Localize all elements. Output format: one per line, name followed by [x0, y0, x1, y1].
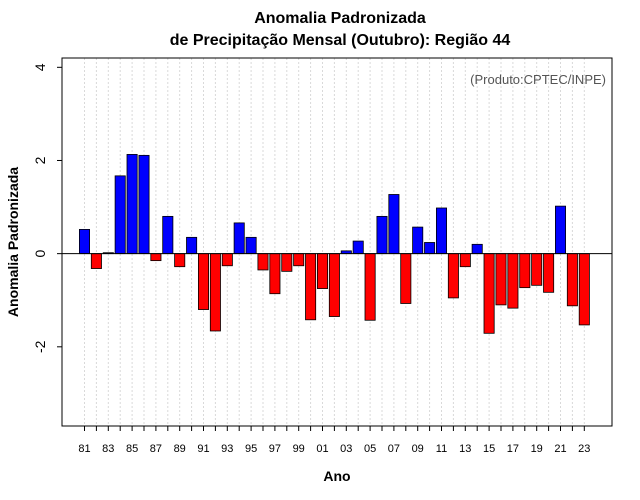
- x-tick-label: 07: [388, 443, 400, 455]
- bar-2020: [543, 253, 555, 293]
- bar-1999: [293, 253, 305, 267]
- bar-2014: [471, 243, 483, 255]
- x-tick-label: 85: [126, 443, 138, 455]
- bar-1988: [162, 215, 174, 255]
- bar-1989: [174, 253, 186, 268]
- x-tick-label: 91: [197, 443, 209, 455]
- bar-2023: [578, 253, 590, 326]
- y-axis: -2 0 2 4: [32, 63, 62, 353]
- bar-2008: [400, 253, 412, 304]
- x-tick-label: 09: [412, 443, 424, 455]
- bar-2006: [376, 215, 388, 255]
- credit-text: (Produto:CPTEC/INPE): [470, 72, 606, 87]
- bar-2013: [459, 253, 471, 268]
- bar-2009: [412, 226, 424, 255]
- bar-2004: [352, 240, 364, 255]
- bar-1997: [269, 253, 281, 295]
- bar-1994: [233, 222, 245, 255]
- x-tick-label: 97: [269, 443, 281, 455]
- bar-1991: [197, 253, 209, 310]
- x-tick-label: 01: [316, 443, 328, 455]
- x-tick-label: 11: [436, 443, 447, 455]
- x-tick-label: 13: [459, 443, 471, 455]
- bar-2002: [328, 253, 340, 317]
- x-tick-label: 15: [483, 443, 495, 455]
- bar-2016: [495, 253, 507, 306]
- bars: [79, 154, 590, 334]
- bar-1993: [221, 253, 233, 267]
- bar-1987: [150, 253, 162, 262]
- bar-1986: [138, 154, 150, 255]
- bar-2012: [447, 253, 459, 299]
- bar-1985: [126, 154, 138, 255]
- bar-2000: [305, 253, 317, 321]
- bar-1992: [209, 253, 221, 332]
- x-tick-label: 23: [578, 443, 590, 455]
- x-tick-label: 05: [364, 443, 376, 455]
- y-tick-label: 2: [32, 156, 48, 164]
- x-tick-label: 93: [221, 443, 233, 455]
- x-tick-label: 87: [150, 443, 162, 455]
- chart-title: Anomalia Padronizada: [254, 10, 426, 27]
- x-tick-label: 17: [507, 443, 519, 455]
- x-tick-label: 99: [293, 443, 305, 455]
- x-tick-label: 95: [245, 443, 257, 455]
- bar-2015: [483, 253, 495, 334]
- bar-1995: [245, 236, 257, 255]
- y-tick-label: 0: [32, 250, 48, 258]
- bar-2022: [566, 253, 578, 307]
- bar-2018: [519, 253, 531, 289]
- x-tick-label: 89: [174, 443, 186, 455]
- bar-2017: [507, 253, 519, 309]
- bar-2010: [424, 242, 436, 255]
- bar-1998: [281, 253, 293, 272]
- chart-subtitle: de Precipitação Mensal (Outubro): Região…: [169, 32, 511, 49]
- bar-2001: [316, 253, 328, 289]
- grid-lines: [84, 58, 585, 426]
- x-axis: 81 83 85 87 89 91 93 95 97 99 01 03 05 07 09 11 13 15 17 19…: [78, 426, 590, 455]
- bar-1996: [257, 253, 269, 271]
- bar-1990: [186, 236, 198, 255]
- x-tick-label: 19: [531, 443, 543, 455]
- bar-2021: [555, 205, 567, 255]
- bar-2005: [364, 253, 376, 321]
- bar-1984: [114, 175, 126, 255]
- y-tick-label: -2: [32, 340, 48, 353]
- bar-2007: [388, 194, 400, 255]
- bar-1982: [90, 253, 102, 269]
- plot-frame: [61, 57, 613, 427]
- bar-2011: [435, 207, 447, 255]
- bar-1981: [79, 229, 91, 255]
- x-tick-label: 21: [554, 443, 566, 455]
- x-axis-label: Ano: [323, 468, 350, 484]
- x-tick-label: 03: [340, 443, 352, 455]
- x-tick-label: 83: [102, 443, 114, 455]
- bar-2019: [531, 253, 543, 286]
- y-tick-label: 4: [32, 63, 48, 71]
- x-tick-label: 81: [78, 443, 90, 455]
- y-axis-label: Anomalia Padronizada: [5, 167, 21, 317]
